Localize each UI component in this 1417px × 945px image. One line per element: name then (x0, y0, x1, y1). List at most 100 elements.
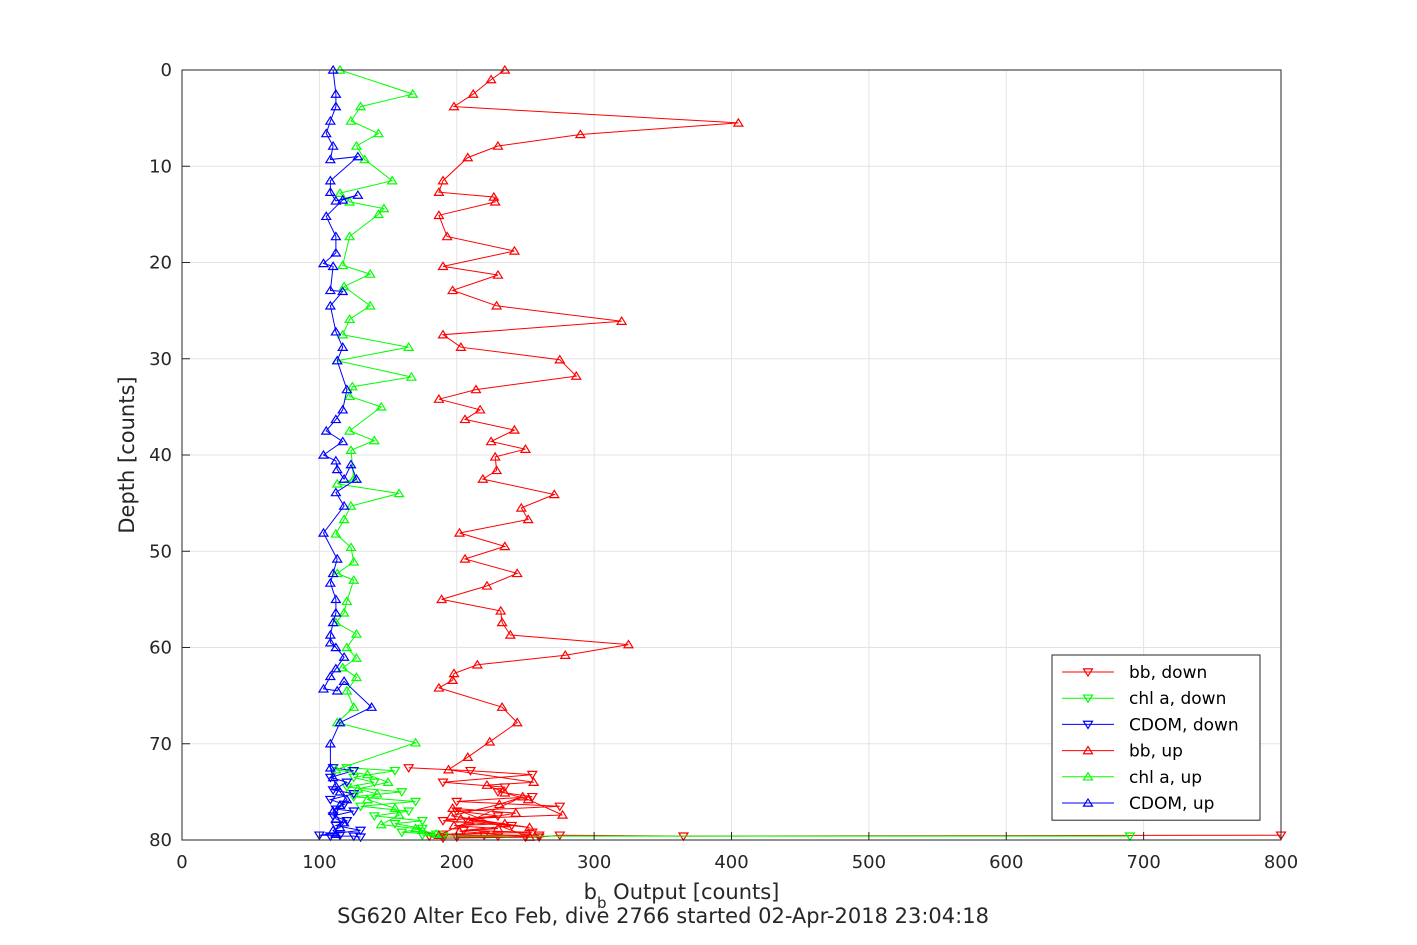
data-point (348, 574, 360, 584)
data-point (416, 831, 428, 841)
legend-marker (1082, 745, 1094, 755)
data-point (409, 737, 422, 747)
series-line (335, 69, 437, 835)
data-point (330, 195, 342, 205)
data-point (338, 514, 350, 524)
x-tick-label: 700 (1126, 852, 1160, 873)
data-point (493, 799, 505, 809)
data-point (492, 269, 504, 279)
legend-label: CDOM, down (1129, 715, 1239, 735)
data-point (433, 682, 445, 692)
legend-label: bb, down (1129, 663, 1207, 683)
data-point (345, 445, 357, 454)
data-point (511, 717, 523, 727)
data-point (324, 285, 336, 295)
x-axis-label-main: b (584, 880, 597, 904)
data-point (324, 577, 336, 587)
data-point (403, 807, 415, 817)
data-point (348, 832, 360, 842)
legend-box (1051, 654, 1261, 821)
data-point (496, 701, 508, 711)
data-point (338, 651, 350, 661)
x-tick-label: 500 (852, 852, 886, 873)
data-point (330, 326, 342, 336)
series-line (319, 767, 361, 838)
y-tick-label: 0 (161, 60, 172, 81)
data-point (471, 659, 483, 669)
data-point (492, 140, 504, 150)
data-point (338, 607, 350, 617)
legend-item: CDOM, down (1062, 715, 1239, 735)
y-tick-label: 60 (149, 638, 172, 659)
x-tick-label: 0 (176, 852, 187, 873)
data-point (403, 764, 415, 773)
data-point (327, 568, 339, 578)
data-point (405, 371, 417, 381)
x-tick-label: 100 (302, 852, 336, 873)
data-point (533, 833, 545, 843)
x-tick-label: 800 (1264, 852, 1298, 873)
data-point (393, 809, 405, 819)
data-point (334, 188, 346, 197)
data-point (441, 231, 453, 241)
data-point (455, 813, 467, 823)
data-point (470, 384, 482, 394)
data-point (464, 766, 477, 776)
data-point (368, 435, 380, 445)
data-point (462, 152, 474, 162)
data-point (526, 770, 538, 780)
data-point (355, 802, 367, 812)
data-point (522, 794, 534, 804)
data-point (416, 817, 428, 826)
data-point (348, 556, 360, 566)
data-point (341, 778, 353, 788)
data-point (344, 231, 356, 241)
data-point (559, 650, 571, 659)
data-point (341, 794, 353, 804)
data-point (396, 788, 408, 798)
data-point (389, 803, 401, 812)
data-point (341, 685, 353, 695)
data-point (368, 778, 380, 788)
data-point (548, 489, 560, 499)
x-axis-label-rest: Output [counts] (607, 880, 780, 904)
data-point (403, 342, 415, 351)
data-point (437, 778, 449, 788)
legend-marker (1082, 720, 1094, 730)
data-point (344, 314, 356, 324)
data-point (499, 787, 511, 797)
data-point (430, 829, 442, 838)
data-point (337, 436, 349, 446)
data-point (352, 151, 364, 161)
data-point (330, 231, 342, 241)
data-point (317, 258, 330, 268)
data-point (327, 617, 339, 627)
legend-item: bb, up (1062, 742, 1183, 762)
data-point (317, 683, 330, 693)
data-point (320, 211, 332, 221)
data-point (574, 129, 586, 139)
data-point (389, 766, 401, 776)
data-point (324, 175, 336, 185)
data-point (327, 140, 339, 150)
data-point (330, 813, 342, 823)
data-point (499, 541, 511, 551)
data-point (515, 502, 527, 512)
data-point (324, 154, 336, 164)
data-point (508, 424, 521, 434)
legend-item: chl a, down (1062, 689, 1226, 709)
data-point (459, 414, 471, 424)
legend-item: CDOM, up (1062, 794, 1214, 814)
data-point (467, 88, 479, 98)
data-point (341, 783, 353, 793)
data-point (453, 527, 466, 537)
data-point (375, 401, 387, 411)
data-point (481, 779, 493, 789)
data-point (330, 594, 342, 604)
data-point (554, 802, 566, 812)
data-point (337, 404, 349, 414)
data-point (1124, 832, 1136, 842)
legend-marker (1082, 694, 1094, 704)
series-group (313, 64, 1287, 844)
data-point (350, 473, 363, 483)
